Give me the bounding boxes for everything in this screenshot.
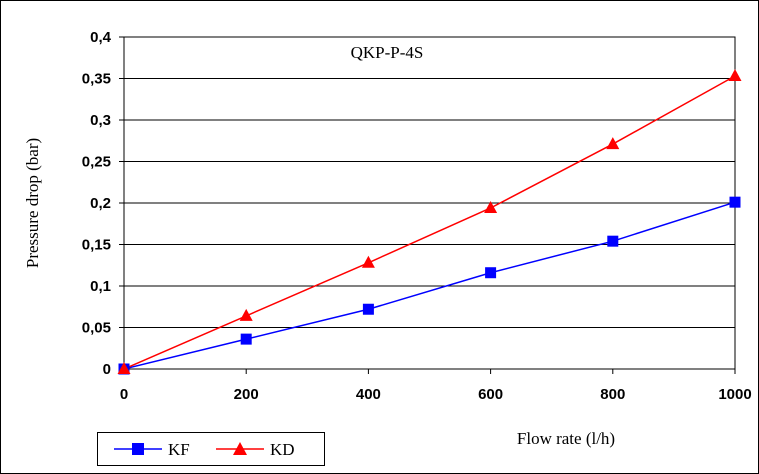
- series-line-kf: [123, 201, 736, 370]
- y-tick-label: 0,1: [90, 278, 111, 295]
- y-tick-label: 0,2: [90, 195, 111, 212]
- data-point-kd: [239, 308, 253, 321]
- data-point-kf: [729, 196, 741, 208]
- x-tick-label: 800: [600, 386, 625, 403]
- data-point-kf: [362, 303, 374, 315]
- series-line-kd: [123, 75, 736, 370]
- x-tick-label: 600: [478, 386, 503, 403]
- legend: KF KD: [97, 432, 325, 466]
- legend-triangle-marker-icon: [233, 442, 247, 455]
- y-tick-label: 0: [103, 361, 111, 378]
- data-point-kf: [240, 333, 252, 345]
- data-point-kd: [606, 137, 620, 150]
- data-point-kd: [361, 255, 375, 268]
- x-tick-label: 200: [234, 386, 259, 403]
- y-axis-ticks: 0 0,05 0,1 0,15 0,2 0,25 0,3 0,35 0,4: [82, 29, 124, 378]
- x-tick-label: 1000: [718, 386, 751, 403]
- legend-label-kd: KD: [270, 440, 295, 459]
- series-group: [117, 69, 742, 375]
- x-tick-label: 400: [356, 386, 381, 403]
- x-axis-ticks: 0 200 400 600 800 1000: [120, 369, 752, 403]
- data-point-kd: [484, 200, 498, 213]
- y-tick-label: 0,35: [82, 71, 111, 88]
- legend-label-kf: KF: [168, 440, 190, 459]
- y-tick-label: 0,25: [82, 154, 111, 171]
- data-point-kf: [485, 267, 497, 279]
- y-axis-label: Pressure drop (bar): [23, 138, 42, 268]
- x-axis-label: Flow rate (l/h): [517, 429, 615, 448]
- gridlines: [124, 78, 735, 328]
- data-point-kf: [607, 235, 619, 247]
- chart-title: QKP-P-4S: [351, 43, 424, 62]
- y-tick-label: 0,15: [82, 237, 111, 254]
- legend-square-marker-icon: [132, 443, 144, 455]
- legend-entry-kf: KF: [114, 440, 190, 459]
- data-point-kd: [728, 69, 742, 82]
- data-point-kd: [117, 362, 131, 374]
- x-tick-label: 0: [120, 386, 128, 403]
- y-tick-label: 0,3: [90, 112, 111, 129]
- y-tick-label: 0,4: [90, 29, 112, 46]
- legend-entry-kd: KD: [216, 440, 295, 459]
- y-tick-label: 0,05: [82, 320, 111, 337]
